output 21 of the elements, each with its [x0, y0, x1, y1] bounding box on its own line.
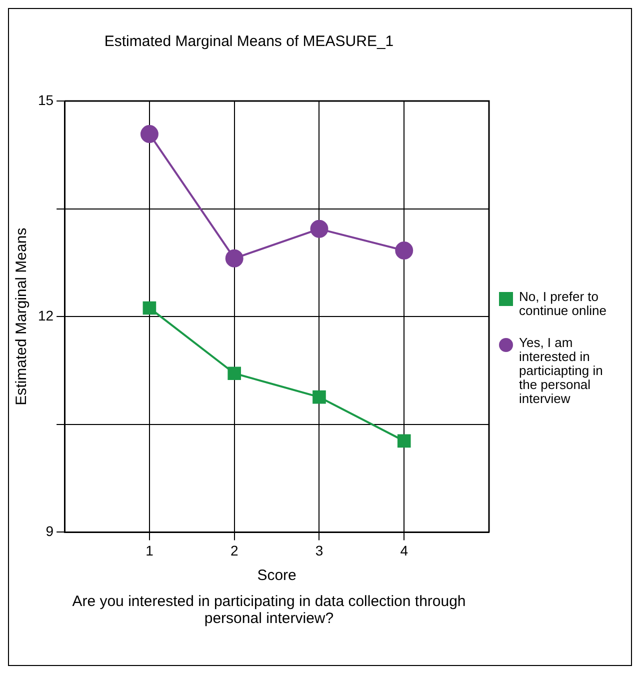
x-axis-title: Score: [257, 567, 296, 584]
text: Are you interested in participating in data collection through personal interview?: [71, 593, 467, 627]
point: [142, 301, 156, 315]
x-tick-label: 2: [230, 542, 238, 558]
point: [312, 390, 326, 404]
y-tick-label: 9: [46, 523, 54, 540]
legend-label: No, I prefer to continue online: [519, 289, 608, 318]
point: [140, 125, 158, 144]
point: [228, 366, 241, 380]
point: [310, 220, 328, 238]
chart-title: Estimated Marginal Means of MEASURE_1: [104, 33, 394, 50]
x-tick-label: 1: [146, 542, 154, 558]
point: [225, 249, 244, 268]
y-axis-title: Estimated Marginal Means: [13, 228, 30, 406]
y-tick-label: 12: [38, 307, 54, 324]
x-tick-label: 4: [400, 542, 408, 558]
x-tick-label: 3: [315, 542, 324, 558]
y-tick-label: 15: [38, 92, 54, 108]
point: [395, 241, 414, 260]
legend-label: Yes, I am interested in particiapting in the personal interview: [519, 335, 604, 406]
point: [397, 434, 411, 448]
